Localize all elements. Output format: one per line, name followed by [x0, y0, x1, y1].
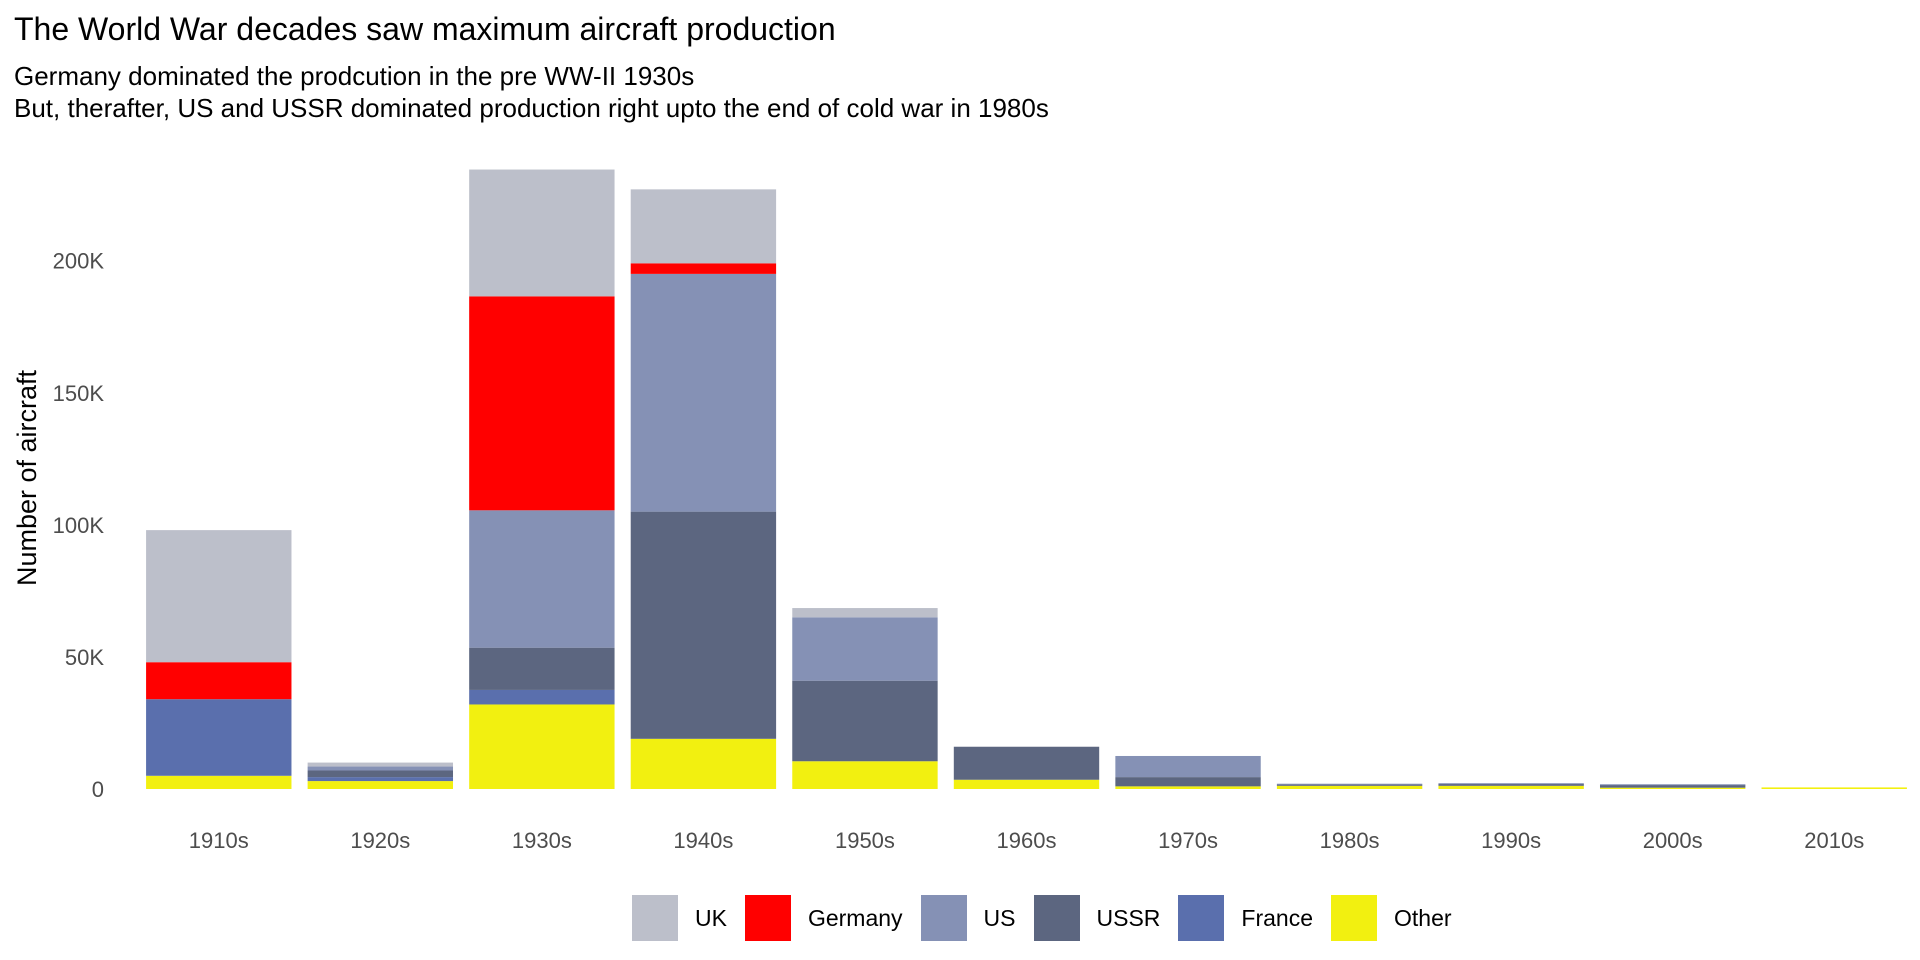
legend-label-france: France [1241, 904, 1313, 931]
bar-1930s-germany [469, 296, 615, 511]
bar-2000s-us [1599, 784, 1746, 786]
y-tick-label: 0 [92, 777, 104, 802]
stacked-bar-chart: 0 50K 100K 150K 200K Number of aircraft 1910… [12, 169, 1907, 853]
subtitle-line-2: But, therafter, US and USSR dominated pr… [14, 93, 1049, 123]
x-axis-ticks: 1910s 1920s 1930s 1940s 1950s 1960s 1970s 1980s… [189, 828, 1864, 853]
bar-1950s-uk [792, 608, 938, 618]
bar-2010s-other [1761, 787, 1907, 789]
bar-2000s-other [1599, 787, 1746, 789]
chart-subtitle: Germany dominated the prodcution in the … [14, 60, 1049, 124]
y-tick-label: 50K [65, 645, 104, 670]
legend-label-ussr: USSR [1096, 904, 1161, 931]
legend-item-us: US [920, 895, 1026, 941]
bar-1920s-uk [307, 762, 454, 767]
bar-1910s-france [146, 699, 292, 776]
bar-1990s-other [1438, 785, 1584, 789]
bar-1990s-us [1438, 783, 1584, 785]
x-tick-label: 2010s [1804, 828, 1864, 853]
legend-item-germany: Germany [744, 895, 913, 941]
x-tick-label: 1940s [673, 828, 733, 853]
bar-1970s-other [1115, 786, 1261, 789]
bar-1960s-other [953, 779, 1100, 789]
legend-swatch-germany [744, 895, 791, 941]
legend-item-france: France [1178, 895, 1323, 941]
bar-1940s-other [630, 738, 777, 789]
y-axis-title: Number of aircraft [12, 369, 42, 586]
bar-1930s-us [469, 510, 615, 648]
x-tick-label: 1930s [512, 828, 572, 853]
legend-item-other: Other [1331, 895, 1462, 941]
bar-1950s-other [792, 761, 938, 789]
legend: UK Germany US USSR France Other [632, 895, 1470, 941]
bar-1970s-us [1115, 755, 1261, 778]
bar-1950s-ussr [792, 680, 938, 762]
bar-1910s-germany [146, 662, 292, 700]
legend-label-us: US [983, 904, 1016, 931]
x-tick-label: 1950s [835, 828, 895, 853]
x-tick-label: 1920s [350, 828, 410, 853]
bar-1920s-us [307, 766, 454, 771]
bar-1920s-ussr [307, 770, 454, 778]
y-tick-label: 150K [53, 381, 105, 406]
bar-1920s-france [307, 777, 454, 782]
legend-swatch-other [1331, 895, 1377, 941]
bar-1940s-us [630, 273, 777, 512]
bar-1940s-germany [630, 263, 777, 274]
x-tick-label: 1960s [997, 828, 1057, 853]
legend-swatch-france [1178, 895, 1225, 941]
bar-1930s-france [469, 689, 615, 705]
x-tick-label: 2000s [1643, 828, 1703, 853]
bar-1980s-ussr [1276, 784, 1423, 786]
legend-swatch-us [920, 895, 967, 941]
bar-1930s-ussr [469, 647, 615, 690]
bar-1970s-ussr [1115, 777, 1261, 787]
bar-1920s-other [307, 781, 454, 789]
legend-swatch-ussr [1033, 895, 1080, 941]
subtitle-line-1: Germany dominated the prodcution in the … [14, 61, 695, 91]
x-tick-label: 1910s [189, 828, 249, 853]
chart-title: The World War decades saw maximum aircra… [14, 11, 836, 47]
legend-item-ussr: USSR [1033, 895, 1171, 941]
bar-1990s-ussr [1438, 783, 1584, 786]
bar-1950s-us [792, 617, 938, 681]
legend-label-germany: Germany [807, 904, 903, 931]
bars [146, 169, 1907, 789]
bar-1910s-other [146, 775, 292, 789]
x-tick-label: 1990s [1481, 828, 1541, 853]
legend-item-uk: UK [632, 895, 737, 941]
bar-2000s-ussr [1599, 785, 1746, 788]
bar-1930s-uk [469, 169, 615, 297]
bar-1980s-us [1276, 783, 1423, 785]
bar-1980s-other [1276, 785, 1423, 789]
bar-1910s-uk [146, 530, 292, 663]
y-axis-ticks: 0 50K 100K 150K 200K [53, 249, 105, 802]
x-tick-label: 1980s [1320, 828, 1380, 853]
y-tick-label: 100K [53, 513, 105, 538]
y-tick-label: 200K [53, 249, 105, 274]
bar-1930s-other [469, 704, 615, 789]
bar-1940s-uk [630, 189, 777, 264]
legend-label-uk: UK [695, 904, 727, 931]
legend-swatch-uk [632, 895, 678, 941]
legend-label-other: Other [1394, 904, 1452, 931]
x-tick-label: 1970s [1158, 828, 1218, 853]
bar-1940s-ussr [630, 511, 777, 739]
bar-1960s-ussr [953, 746, 1100, 780]
